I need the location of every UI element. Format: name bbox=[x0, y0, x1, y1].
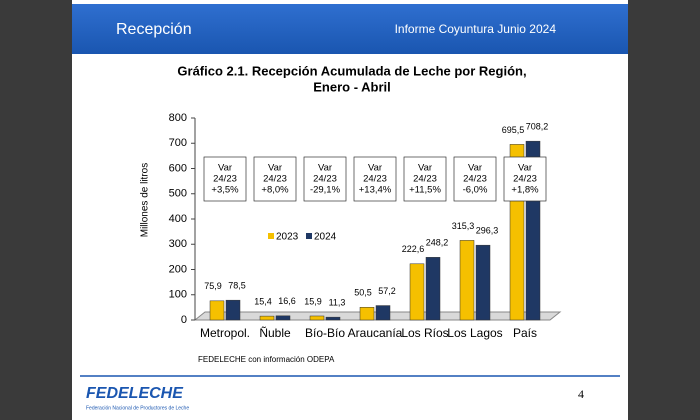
x-tick-label: Metropol. bbox=[200, 326, 250, 340]
bar bbox=[259, 315, 275, 321]
value-label: 11,3 bbox=[329, 298, 346, 308]
annotation-text: Var bbox=[468, 163, 482, 174]
annotation-text: -29,1% bbox=[310, 185, 341, 196]
footer-logo-caption: Federación Nacional de Productores de Le… bbox=[86, 405, 189, 411]
annotation-text: +11,5% bbox=[409, 185, 441, 196]
value-label: 15,9 bbox=[304, 296, 322, 306]
value-label: 315,3 bbox=[452, 221, 475, 231]
annotation-box bbox=[203, 156, 247, 202]
value-label: 15,4 bbox=[254, 296, 272, 306]
header-title: Recepción bbox=[116, 21, 192, 38]
annotation-text: 24/23 bbox=[413, 174, 437, 185]
x-tick-label: Ñuble bbox=[259, 326, 291, 340]
bar bbox=[225, 299, 241, 321]
annotation-text: +1,8% bbox=[511, 185, 539, 196]
header-subtitle: Informe Coyuntura Junio 2024 bbox=[395, 22, 557, 36]
value-label: 248,2 bbox=[426, 238, 449, 248]
y-tick-label: 400 bbox=[169, 213, 187, 225]
y-tick-label: 500 bbox=[169, 188, 187, 200]
annotation-text: Var bbox=[218, 163, 232, 174]
annotation-text: 24/23 bbox=[463, 174, 487, 185]
annotation-text: 24/23 bbox=[213, 174, 237, 185]
annotation-box bbox=[503, 156, 547, 202]
annotation-box bbox=[453, 156, 497, 202]
annotation-box bbox=[253, 156, 297, 202]
chart-title: Gráfico 2.1. Recepción Acumulada de Lech… bbox=[177, 63, 526, 78]
annotation-text: 24/23 bbox=[513, 174, 537, 185]
y-tick-label: 600 bbox=[169, 162, 187, 174]
bar bbox=[459, 240, 475, 321]
bar bbox=[375, 305, 391, 321]
annotation-text: Var bbox=[268, 163, 282, 174]
value-label: 16,6 bbox=[278, 296, 296, 306]
annotation-text: Var bbox=[418, 163, 432, 174]
value-label: 50,5 bbox=[354, 288, 372, 298]
value-label: 57,2 bbox=[378, 286, 396, 296]
bar bbox=[275, 315, 291, 321]
page-number: 4 bbox=[578, 387, 584, 401]
x-tick-label: Araucanía bbox=[348, 326, 403, 340]
annotation-box bbox=[353, 156, 397, 202]
annotation-box bbox=[403, 156, 447, 202]
x-tick-label: Los Ríos bbox=[401, 326, 448, 340]
value-label: 222,6 bbox=[402, 244, 425, 254]
annotation-text: +13,4% bbox=[359, 185, 392, 196]
value-label: 695,5 bbox=[502, 125, 525, 135]
annotation-text: Var bbox=[368, 163, 382, 174]
value-label: 75,9 bbox=[204, 281, 222, 291]
bar bbox=[309, 315, 325, 321]
annotation-text: 24/23 bbox=[313, 174, 337, 185]
x-tick-label: Bío-Bío bbox=[305, 326, 345, 340]
annotation-text: +8,0% bbox=[261, 185, 289, 196]
footer-logo: FEDELECHE bbox=[86, 385, 184, 402]
annotation-text: 24/23 bbox=[263, 174, 287, 185]
value-label: 708,2 bbox=[526, 122, 549, 132]
bar bbox=[409, 263, 425, 321]
y-tick-label: 300 bbox=[169, 238, 187, 250]
y-tick-label: 700 bbox=[169, 137, 187, 149]
annotation-text: Var bbox=[518, 163, 532, 174]
y-tick-label: 0 bbox=[181, 314, 187, 326]
source: FEDELECHE con información ODEPA bbox=[198, 355, 335, 364]
bar bbox=[359, 306, 375, 321]
legend-swatch bbox=[268, 233, 274, 239]
x-tick-label: Los Lagos bbox=[447, 326, 502, 340]
bar bbox=[425, 257, 441, 321]
annotation-text: Var bbox=[318, 163, 332, 174]
annotation-text: +3,5% bbox=[211, 185, 239, 196]
legend-swatch bbox=[306, 233, 312, 239]
bar bbox=[325, 316, 341, 321]
x-tick-label: País bbox=[513, 326, 537, 340]
legend-label: 2024 bbox=[314, 232, 337, 243]
y-tick-label: 100 bbox=[169, 289, 187, 301]
bar bbox=[475, 244, 491, 321]
value-label: 296,3 bbox=[476, 226, 499, 236]
y-tick-label: 200 bbox=[169, 263, 187, 275]
header-band bbox=[72, 4, 628, 54]
chart-subtitle: Enero - Abril bbox=[313, 79, 391, 94]
y-axis-label: Millones de litros bbox=[140, 163, 151, 237]
annotation-text: 24/23 bbox=[363, 174, 387, 185]
bar bbox=[209, 300, 225, 321]
annotation-text: -6,0% bbox=[463, 185, 488, 196]
y-tick-label: 800 bbox=[169, 112, 187, 124]
legend-label: 2023 bbox=[276, 232, 299, 243]
annotation-box bbox=[303, 156, 347, 202]
value-label: 78,5 bbox=[228, 281, 246, 291]
